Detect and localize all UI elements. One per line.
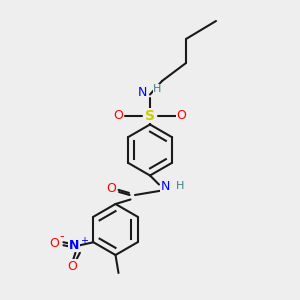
Text: N: N <box>69 239 79 252</box>
Text: +: + <box>80 236 88 246</box>
Text: O: O <box>68 260 77 273</box>
Text: O: O <box>114 109 123 122</box>
Text: -: - <box>60 230 64 243</box>
Text: O: O <box>106 182 116 196</box>
Text: N: N <box>160 179 170 193</box>
Text: N: N <box>138 85 147 99</box>
Text: O: O <box>50 237 59 250</box>
Text: H: H <box>176 181 184 191</box>
Text: H: H <box>153 84 162 94</box>
Text: S: S <box>145 109 155 122</box>
Text: O: O <box>177 109 186 122</box>
